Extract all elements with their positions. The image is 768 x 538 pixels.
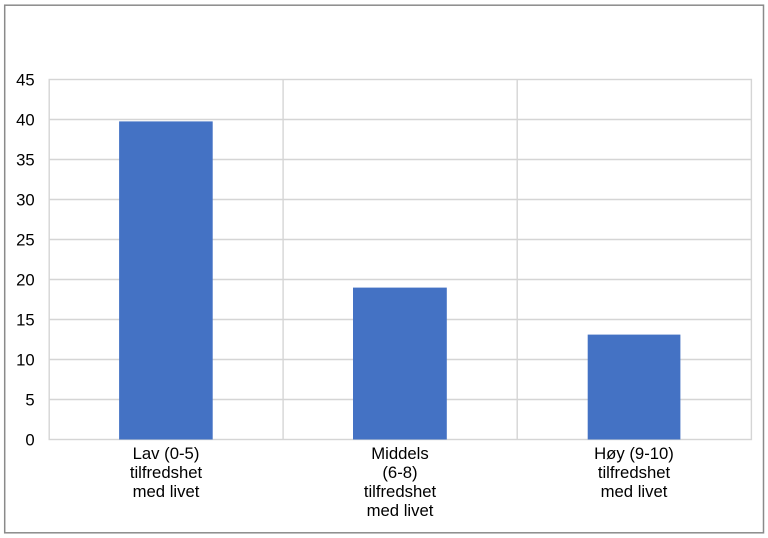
svg-text:5: 5 <box>25 391 34 410</box>
svg-text:med livet: med livet <box>367 501 434 520</box>
svg-text:Lav (0-5): Lav (0-5) <box>133 444 200 463</box>
svg-text:Høy (9-10): Høy (9-10) <box>594 444 674 463</box>
svg-text:tilfredshet: tilfredshet <box>598 463 671 482</box>
svg-text:med livet: med livet <box>601 482 668 501</box>
svg-text:(6-8): (6-8) <box>382 463 417 482</box>
svg-text:0: 0 <box>25 431 34 450</box>
svg-text:30: 30 <box>16 191 35 210</box>
svg-text:Middels: Middels <box>371 444 429 463</box>
svg-text:10: 10 <box>16 351 35 370</box>
svg-text:tilfredshet: tilfredshet <box>130 463 203 482</box>
svg-text:40: 40 <box>16 111 35 130</box>
svg-text:25: 25 <box>16 231 35 250</box>
svg-text:15: 15 <box>16 311 35 330</box>
svg-text:tilfredshet: tilfredshet <box>364 482 437 501</box>
svg-text:med livet: med livet <box>133 482 200 501</box>
svg-text:20: 20 <box>16 271 35 290</box>
svg-text:35: 35 <box>16 151 35 170</box>
svg-text:45: 45 <box>16 71 35 90</box>
